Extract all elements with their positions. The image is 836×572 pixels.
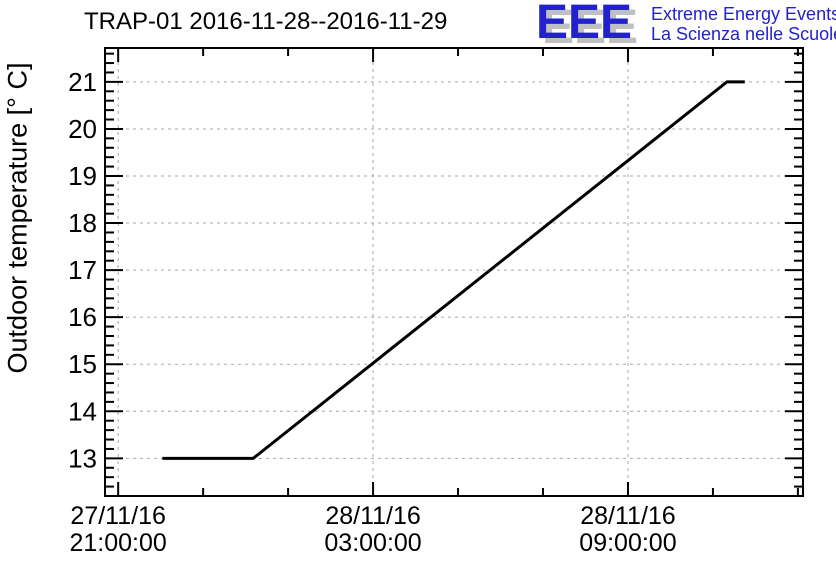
y-tick-label: 19	[68, 161, 97, 191]
y-tick-label: 21	[68, 67, 97, 97]
y-tick-label: 15	[68, 349, 97, 379]
y-tick-label: 16	[68, 302, 97, 332]
x-tick-label-time: 09:00:00	[579, 529, 676, 557]
temperature-line	[162, 80, 745, 460]
eee-logo-line2: La Scienza nelle Scuole	[651, 24, 836, 44]
chart-title: TRAP-01 2016-11-28--2016-11-29	[84, 8, 448, 35]
eee-logo: EEE	[536, 0, 633, 49]
y-tick-label: 13	[68, 443, 97, 473]
y-tick-label: 18	[68, 208, 97, 238]
x-tick-label-date: 27/11/16	[70, 502, 165, 530]
eee-logo-text: Extreme Energy Events La Scienza nelle S…	[651, 4, 836, 44]
eee-logo-line1: Extreme Energy Events	[651, 4, 836, 24]
x-tick-label-time: 03:00:00	[324, 529, 421, 557]
x-tick-label-time: 21:00:00	[70, 529, 167, 557]
plot-frame	[104, 47, 804, 497]
x-tick-label-date: 28/11/16	[325, 502, 420, 530]
y-tick-label: 14	[68, 396, 97, 426]
x-tick-label-date: 28/11/16	[580, 502, 675, 530]
y-tick-label: 20	[68, 114, 97, 144]
y-tick-label: 17	[68, 255, 97, 285]
